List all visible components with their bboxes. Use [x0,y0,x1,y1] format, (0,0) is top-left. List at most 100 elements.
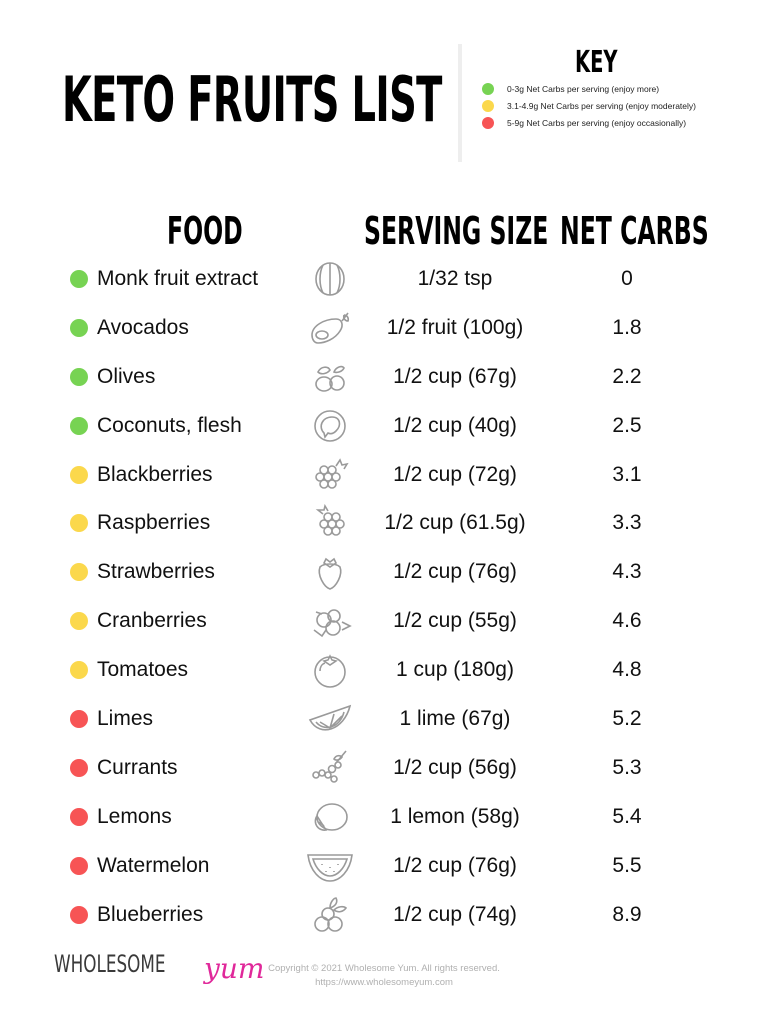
green-dot-icon [70,416,88,435]
raspberry-icon [315,504,345,537]
green-dot-icon [482,83,494,95]
yellow-dot-icon [70,465,88,484]
copyright-text: Copyright © 2021 Wholesome Yum. All righ… [268,963,500,974]
avocado-icon [311,312,350,344]
table-row: Blackberries 1/2 cup (72g) 3.1 [0,450,768,499]
column-header-serving-size: SERVING SIZE [364,209,549,253]
lime-icon [308,704,352,731]
fruit-table: Monk fruit extract 1/32 tsp 0 Avocados 1… [0,254,768,938]
serving-size: 1/2 cup (61.5g) [384,511,526,535]
blueberry-icon [314,896,348,932]
serving-size: 1/2 fruit (100g) [386,315,524,339]
table-row: Raspberries 1/2 cup (61.5g) 3.3 [0,498,768,547]
net-carbs: 0 [621,267,633,290]
red-dot-icon [70,807,88,826]
red-dot-icon [70,710,88,729]
olives-icon [315,365,345,392]
column-header-food: FOOD [167,209,243,253]
column-header-net-carbs: NET CARBS [560,209,709,253]
table-row: Avocados 1/2 fruit (100g) 1.8 [0,303,768,352]
table-row: Strawberries 1/2 cup (76g) 4.3 [0,547,768,596]
net-carbs: 5.3 [612,755,642,779]
red-dot-icon [70,856,88,875]
serving-size: 1 lime (67g) [399,707,511,731]
serving-size: 1/2 cup (72g) [393,462,517,486]
blackberry-icon [315,457,349,489]
food-name: Lemons [97,804,172,828]
green-dot-icon [70,367,88,386]
monk-fruit-icon [315,262,345,296]
currant-icon [312,750,347,783]
table-row: Cranberries 1/2 cup (55g) 4.6 [0,596,768,645]
net-carbs: 2.2 [612,364,642,388]
yellow-dot-icon [70,612,88,631]
table-row: Monk fruit extract 1/32 tsp 0 [0,254,768,303]
red-dot-icon [70,758,88,777]
yellow-dot-icon [482,100,494,112]
green-dot-icon [70,270,88,288]
net-carbs: 1.8 [612,315,642,339]
red-dot-icon [70,905,88,924]
food-name: Olives [97,364,156,388]
food-name: Coconuts, flesh [97,413,242,437]
food-name: Strawberries [97,560,215,584]
net-carbs: 5.4 [612,804,642,828]
logo-wordmark: WHOLESOME [54,950,166,978]
net-carbs: 8.9 [612,902,642,926]
net-carbs: 4.8 [612,658,642,682]
table-row: Tomatoes 1 cup (180g) 4.8 [0,645,768,694]
strawberry-icon [318,558,342,591]
serving-size: 1/2 cup (74g) [393,902,517,926]
net-carbs: 2.5 [612,413,642,437]
net-carbs: 4.6 [612,609,642,633]
key-item-red: 5-9g Net Carbs per serving (enjoy occasi… [482,115,696,131]
serving-size: 1 cup (180g) [396,658,514,682]
food-name: Blueberries [97,902,204,926]
serving-size: 1/32 tsp [417,267,493,290]
net-carbs: 5.5 [612,853,642,877]
table-row: Olives 1/2 cup (67g) 2.2 [0,352,768,401]
serving-size: 1/2 cup (67g) [393,364,517,388]
food-name: Limes [97,707,154,731]
header-divider [458,44,462,162]
tomato-icon [314,654,346,688]
food-name: Tomatoes [97,658,189,682]
table-row: Blueberries 1/2 cup (74g) 8.9 [0,890,768,939]
serving-size: 1/2 cup (76g) [393,560,517,584]
table-row: Currants 1/2 cup (56g) 5.3 [0,743,768,792]
key-label: 5-9g Net Carbs per serving (enjoy occasi… [507,118,687,128]
table-row: Watermelon 1/2 cup (76g) 5.5 [0,841,768,890]
copyright-notice: Copyright © 2021 Wholesome Yum. All righ… [240,962,528,990]
key-title: KEY [575,45,618,80]
food-name: Cranberries [97,609,207,633]
yellow-dot-icon [70,514,88,533]
net-carbs: 4.3 [612,560,642,584]
logo-script: yum [204,952,265,985]
food-name: Monk fruit extract [97,267,259,290]
coconut-icon [314,409,346,442]
red-dot-icon [482,117,494,129]
key-label: 0-3g Net Carbs per serving (enjoy more) [507,84,660,94]
green-dot-icon [70,318,88,337]
yellow-dot-icon [70,661,88,680]
serving-size: 1/2 cup (40g) [393,413,517,437]
key-legend: 0-3g Net Carbs per serving (enjoy more) … [482,81,696,132]
net-carbs: 3.3 [612,511,642,535]
net-carbs: 5.2 [612,707,642,731]
cranberry-icon [313,609,352,638]
wholesome-yum-logo: WHOLESOME yum [54,950,264,985]
serving-size: 1/2 cup (56g) [393,755,517,779]
food-name: Avocados [97,315,189,339]
lemon-icon [314,802,348,831]
table-row: Lemons 1 lemon (58g) 5.4 [0,792,768,841]
food-name: Watermelon [97,853,210,877]
yellow-dot-icon [70,563,88,582]
net-carbs: 3.1 [612,462,642,486]
food-name: Currants [97,755,178,779]
food-name: Blackberries [97,462,213,486]
key-item-green: 0-3g Net Carbs per serving (enjoy more) [482,81,696,97]
serving-size: 1/2 cup (55g) [393,609,517,633]
page-title: KETO FRUITS LIST [62,63,442,136]
website-url[interactable]: https://www.wholesomeyum.com [315,977,453,988]
table-row: Coconuts, flesh 1/2 cup (40g) 2.5 [0,401,768,450]
